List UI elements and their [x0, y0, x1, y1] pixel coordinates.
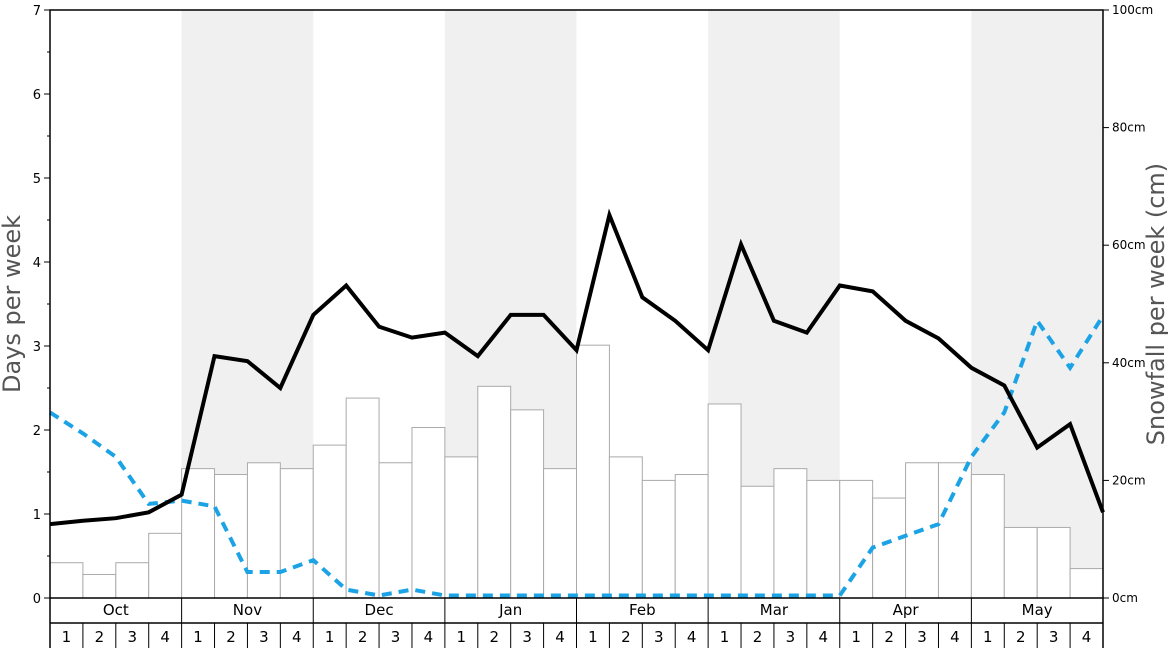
- right-axis-title: Snowfall per week (cm): [1142, 163, 1168, 445]
- right-tick-label: 100cm: [1112, 3, 1153, 17]
- week-label: 2: [1016, 628, 1026, 646]
- left-tick-label: 6: [33, 88, 41, 103]
- snowfall-bar: [773, 468, 808, 599]
- week-label: 2: [489, 628, 499, 646]
- snowfall-bar: [707, 403, 742, 599]
- snowfall-bar: [806, 479, 841, 599]
- week-label: 4: [819, 628, 829, 646]
- week-label: 4: [424, 628, 434, 646]
- right-tick-label: 80cm: [1112, 121, 1146, 135]
- month-label: Dec: [365, 601, 394, 619]
- snowfall-bar: [246, 462, 281, 599]
- week-label: 2: [226, 628, 236, 646]
- week-label: 3: [522, 628, 532, 646]
- snowfall-bar: [510, 409, 545, 599]
- week-label: 2: [621, 628, 631, 646]
- week-label: 3: [917, 628, 927, 646]
- snowfall-bar: [214, 474, 248, 599]
- week-label: 2: [753, 628, 763, 646]
- month-label: Apr: [893, 601, 920, 619]
- snowfall-bar: [82, 573, 117, 599]
- solid-series-line: [49, 208, 1105, 527]
- week-label: 1: [851, 628, 861, 646]
- month-label: Nov: [233, 601, 262, 619]
- snowfall-bar: [970, 474, 1005, 599]
- week-label: 4: [1082, 628, 1092, 646]
- week-label: 3: [654, 628, 664, 646]
- right-tick-label: 20cm: [1112, 473, 1146, 487]
- week-label: 3: [1049, 628, 1059, 646]
- left-tick-label: 1: [33, 508, 41, 523]
- week-label: 4: [160, 628, 170, 646]
- week-label: 1: [325, 628, 335, 646]
- month-label: Mar: [760, 601, 789, 619]
- right-tick-label: 60cm: [1112, 238, 1146, 252]
- week-label: 1: [720, 628, 730, 646]
- week-label: 1: [457, 628, 467, 646]
- week-label: 1: [983, 628, 993, 646]
- snowfall-bar: [181, 468, 216, 599]
- left-tick-label: 0: [33, 592, 41, 607]
- snowfall-bar: [872, 497, 907, 599]
- left-axis: 0 1 2 3 4 5 6 7: [33, 4, 50, 607]
- snowfall-bar: [1069, 568, 1104, 599]
- right-axis: 0cm 20cm 40cm 60cm 80cm 100cm: [1103, 3, 1153, 605]
- series-lines: [48, 208, 1105, 598]
- week-label: 1: [193, 628, 203, 646]
- snowfall-bar: [839, 479, 874, 599]
- snowfall-bar: [115, 562, 150, 599]
- snowfall-bar: [477, 385, 512, 599]
- week-label: 3: [127, 628, 137, 646]
- month-label: Jan: [498, 601, 522, 619]
- snowfall-bar: [1003, 526, 1038, 599]
- snowfall-bar: [378, 462, 413, 599]
- left-axis-title: Days per week: [0, 215, 26, 393]
- snowfall-bar: [279, 468, 314, 599]
- snowfall-bar: [641, 479, 676, 599]
- left-tick-label: 5: [33, 172, 41, 187]
- left-tick-label: 2: [33, 424, 41, 439]
- week-label: 1: [62, 628, 72, 646]
- left-tick-label: 3: [33, 340, 41, 355]
- month-label: Feb: [629, 601, 656, 619]
- week-label: 3: [259, 628, 269, 646]
- week-label: 2: [358, 628, 368, 646]
- month-label: May: [1022, 601, 1053, 619]
- left-tick-label: 4: [33, 256, 41, 271]
- snowfall-bar: [49, 562, 84, 599]
- snowfall-bars: [49, 344, 1104, 599]
- snowfall-bar: [411, 426, 446, 599]
- month-label: Oct: [103, 601, 129, 619]
- snowfall-bar: [576, 344, 610, 599]
- week-label: 3: [391, 628, 401, 646]
- dashed-series-line: [48, 314, 1105, 598]
- snowfall-bar: [345, 397, 380, 599]
- snowfall-bar: [543, 468, 577, 599]
- week-label: 4: [292, 628, 302, 646]
- week-label: 4: [950, 628, 960, 646]
- snowfall-bar: [674, 474, 709, 599]
- week-label: 1: [588, 628, 598, 646]
- snowfall-bar: [608, 456, 643, 599]
- week-label: 4: [687, 628, 697, 646]
- snowfall-bar: [740, 485, 775, 599]
- week-label: 3: [786, 628, 796, 646]
- right-tick-label: 40cm: [1112, 356, 1146, 370]
- week-label: 2: [884, 628, 894, 646]
- snowfall-bar: [148, 532, 183, 599]
- snowfall-bar: [444, 456, 479, 599]
- right-tick-label: 0cm: [1112, 591, 1138, 605]
- x-axis: Oct 1 2 3 4 Nov 1 2 3 4 Dec 1 2 3 4 Jan 1 2 3 4 Feb 1 2 3 4 Mar 1 2…: [49, 598, 1104, 648]
- week-label: 4: [555, 628, 565, 646]
- week-label: 2: [95, 628, 105, 646]
- snowfall-bar: [937, 462, 972, 599]
- left-tick-label: 7: [33, 4, 41, 19]
- snowfall-bar: [1036, 526, 1071, 599]
